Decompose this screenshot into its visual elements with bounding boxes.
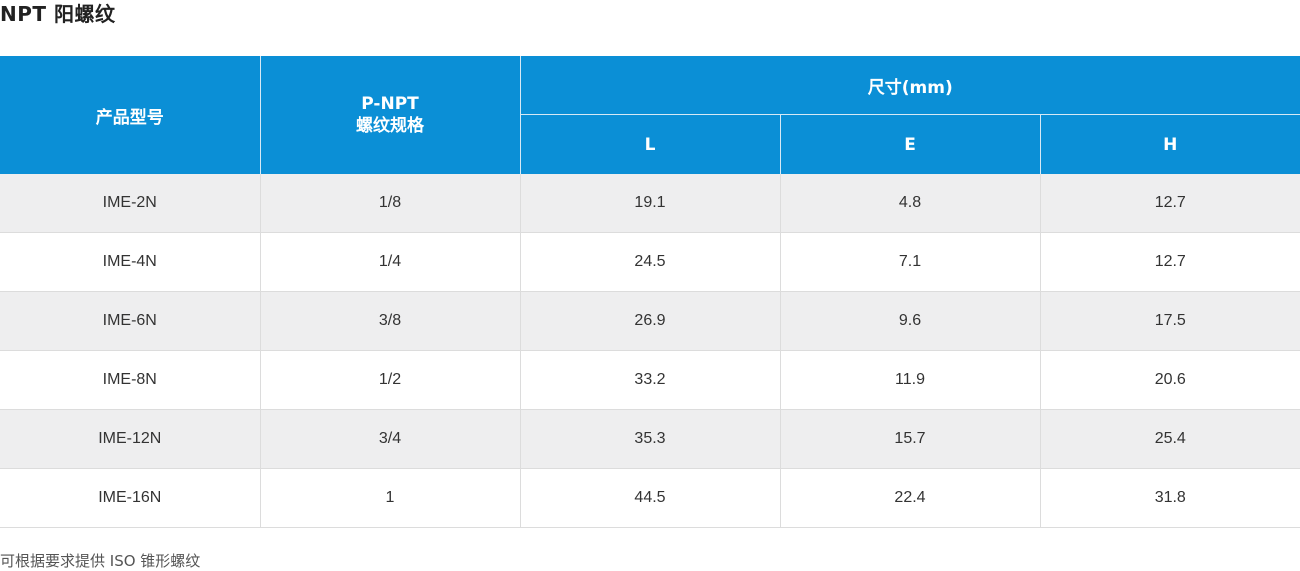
table-row: IME-16N 1 44.5 22.4 31.8 — [0, 468, 1300, 528]
cell-L: 26.9 — [520, 291, 781, 351]
cell-thread: 1/2 — [260, 350, 521, 410]
cell-H: 12.7 — [1040, 174, 1300, 233]
cell-model: IME-8N — [0, 350, 261, 410]
cell-E: 4.8 — [780, 174, 1041, 233]
cell-model: IME-16N — [0, 468, 261, 528]
cell-E: 22.4 — [780, 468, 1041, 528]
spec-table: 产品型号 P-NPT 螺纹规格 尺寸(mm) L E H IME-2N 1/8 … — [0, 56, 1300, 528]
cell-model: IME-6N — [0, 291, 261, 351]
header-size-group: 尺寸(mm) — [520, 56, 1300, 115]
table-header: 产品型号 P-NPT 螺纹规格 尺寸(mm) L E H — [0, 56, 1300, 174]
page-title: NPT 阳螺纹 — [0, 2, 116, 26]
cell-thread: 3/4 — [260, 409, 521, 469]
header-model: 产品型号 — [0, 56, 261, 174]
footnote: 可根据要求提供 ISO 锥形螺纹 — [0, 552, 201, 570]
cell-model: IME-2N — [0, 174, 261, 233]
table-row: IME-4N 1/4 24.5 7.1 12.7 — [0, 232, 1300, 292]
cell-E: 9.6 — [780, 291, 1041, 351]
cell-model: IME-4N — [0, 232, 261, 292]
cell-E: 15.7 — [780, 409, 1041, 469]
cell-thread: 3/8 — [260, 291, 521, 351]
cell-L: 35.3 — [520, 409, 781, 469]
cell-H: 31.8 — [1040, 468, 1300, 528]
cell-L: 44.5 — [520, 468, 781, 528]
cell-H: 25.4 — [1040, 409, 1300, 469]
table-row: IME-2N 1/8 19.1 4.8 12.7 — [0, 174, 1300, 233]
header-E: E — [780, 114, 1041, 174]
cell-H: 17.5 — [1040, 291, 1300, 351]
table-row: IME-8N 1/2 33.2 11.9 20.6 — [0, 350, 1300, 410]
cell-E: 7.1 — [780, 232, 1041, 292]
header-L: L — [520, 114, 781, 174]
cell-L: 19.1 — [520, 174, 781, 233]
cell-L: 33.2 — [520, 350, 781, 410]
header-thread-spec: P-NPT 螺纹规格 — [260, 56, 521, 174]
cell-thread: 1/8 — [260, 174, 521, 233]
header-thread-spec-line2: 螺纹规格 — [356, 116, 424, 136]
cell-thread: 1/4 — [260, 232, 521, 292]
table-body: IME-2N 1/8 19.1 4.8 12.7 IME-4N 1/4 24.5… — [0, 174, 1300, 528]
table-row: IME-6N 3/8 26.9 9.6 17.5 — [0, 291, 1300, 351]
header-thread-spec-line1: P-NPT — [361, 94, 419, 114]
cell-model: IME-12N — [0, 409, 261, 469]
cell-L: 24.5 — [520, 232, 781, 292]
cell-E: 11.9 — [780, 350, 1041, 410]
cell-H: 12.7 — [1040, 232, 1300, 292]
table-row: IME-12N 3/4 35.3 15.7 25.4 — [0, 409, 1300, 469]
header-H: H — [1040, 114, 1300, 174]
cell-thread: 1 — [260, 468, 521, 528]
cell-H: 20.6 — [1040, 350, 1300, 410]
